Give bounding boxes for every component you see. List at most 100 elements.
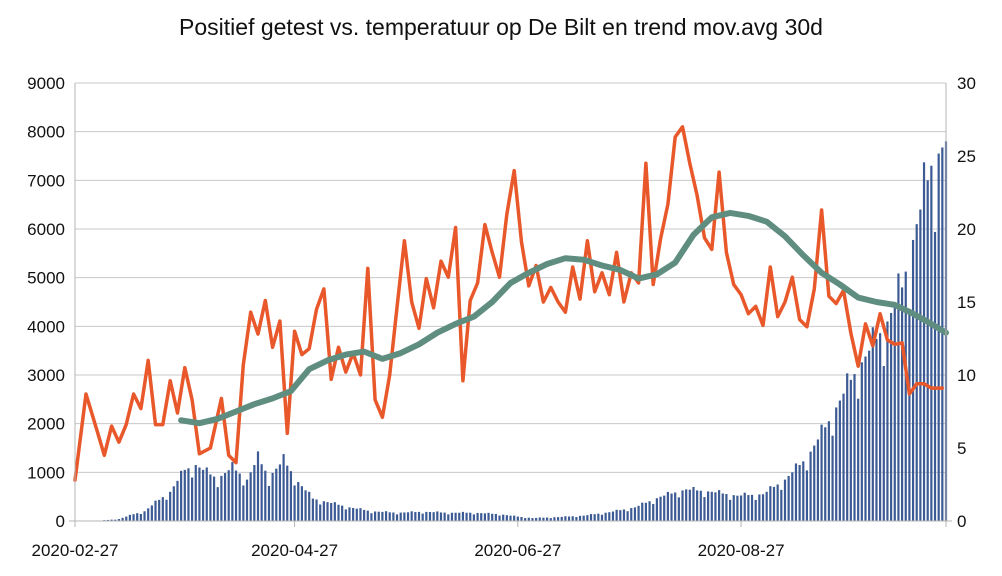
bar	[754, 499, 757, 521]
bar	[158, 499, 161, 521]
bar	[249, 472, 252, 521]
bar	[736, 495, 739, 521]
bar	[739, 495, 743, 521]
bar	[630, 508, 633, 521]
bar	[366, 510, 369, 521]
bar	[926, 180, 929, 521]
bar	[176, 480, 179, 521]
bar	[582, 515, 585, 521]
bar	[890, 312, 893, 521]
bar	[322, 501, 325, 521]
bar	[787, 475, 790, 521]
bar	[546, 517, 549, 521]
bar	[209, 474, 212, 521]
bar	[326, 502, 329, 521]
y-left-tick-label: 7000	[27, 171, 65, 190]
bar	[567, 516, 571, 521]
bar	[476, 512, 479, 521]
bar	[414, 512, 417, 521]
bar	[688, 489, 691, 521]
bar	[791, 472, 794, 521]
bar	[483, 513, 486, 521]
bar	[663, 495, 666, 521]
bar	[337, 504, 340, 521]
bar	[707, 491, 710, 521]
bar	[216, 487, 219, 521]
bar	[143, 511, 146, 521]
bar	[341, 505, 344, 521]
bar	[524, 518, 527, 521]
bar	[897, 273, 900, 521]
bar	[941, 147, 944, 522]
bar	[908, 308, 911, 521]
bar	[783, 479, 787, 521]
bar	[363, 509, 366, 521]
bar	[439, 512, 443, 521]
bar	[718, 490, 721, 521]
bar	[626, 511, 629, 521]
bar	[882, 366, 885, 521]
bar	[150, 505, 153, 521]
bar	[911, 239, 915, 521]
bar	[392, 512, 395, 521]
trend-line-mov-avg-30d	[178, 209, 949, 427]
bar	[458, 512, 461, 521]
bar	[227, 470, 230, 521]
bar	[816, 439, 820, 521]
bar	[125, 516, 128, 521]
bar	[527, 517, 530, 521]
bar	[670, 493, 673, 521]
bar	[220, 475, 223, 521]
bar	[308, 491, 311, 521]
bar	[919, 209, 922, 521]
bar	[395, 514, 399, 521]
bar	[904, 271, 907, 521]
bar	[849, 379, 852, 521]
bar	[384, 511, 388, 521]
bar	[674, 492, 677, 521]
bar	[857, 398, 860, 521]
bar	[502, 514, 505, 521]
bar	[838, 400, 841, 521]
bar	[556, 517, 560, 521]
bar	[553, 517, 556, 521]
bar	[802, 461, 805, 521]
bar	[388, 512, 391, 521]
y-left-tick-label: 3000	[27, 366, 65, 385]
bar	[608, 512, 611, 521]
bar	[831, 435, 834, 521]
bar	[644, 502, 648, 521]
bar	[933, 231, 937, 522]
bar	[509, 515, 512, 521]
bar	[278, 464, 282, 521]
bar	[487, 512, 490, 521]
bar	[520, 516, 523, 521]
bar	[121, 517, 124, 521]
x-tick-label: 2020-08-27	[698, 541, 785, 560]
bar	[611, 511, 615, 521]
bar	[319, 504, 322, 521]
bar	[886, 321, 889, 521]
bar	[436, 511, 439, 521]
bar	[853, 374, 856, 521]
bar	[117, 519, 121, 521]
y-right-tick-label: 25	[957, 147, 976, 166]
bar	[655, 498, 658, 521]
bar	[728, 499, 732, 521]
bar	[297, 482, 300, 521]
bar	[827, 421, 830, 521]
bar	[677, 497, 680, 521]
bar	[147, 508, 150, 521]
bar	[344, 509, 347, 521]
bar	[633, 507, 637, 521]
bar	[443, 512, 446, 521]
bar	[289, 471, 293, 521]
bar	[780, 489, 783, 521]
y-left-tick-label: 6000	[27, 220, 65, 239]
bar	[286, 465, 289, 521]
bar	[922, 162, 926, 521]
bar	[355, 508, 358, 521]
y-left-tick-label: 8000	[27, 123, 65, 142]
bar	[750, 494, 754, 521]
chart-title: Positief getest vs. temperatuur op De Bi…	[179, 14, 823, 40]
